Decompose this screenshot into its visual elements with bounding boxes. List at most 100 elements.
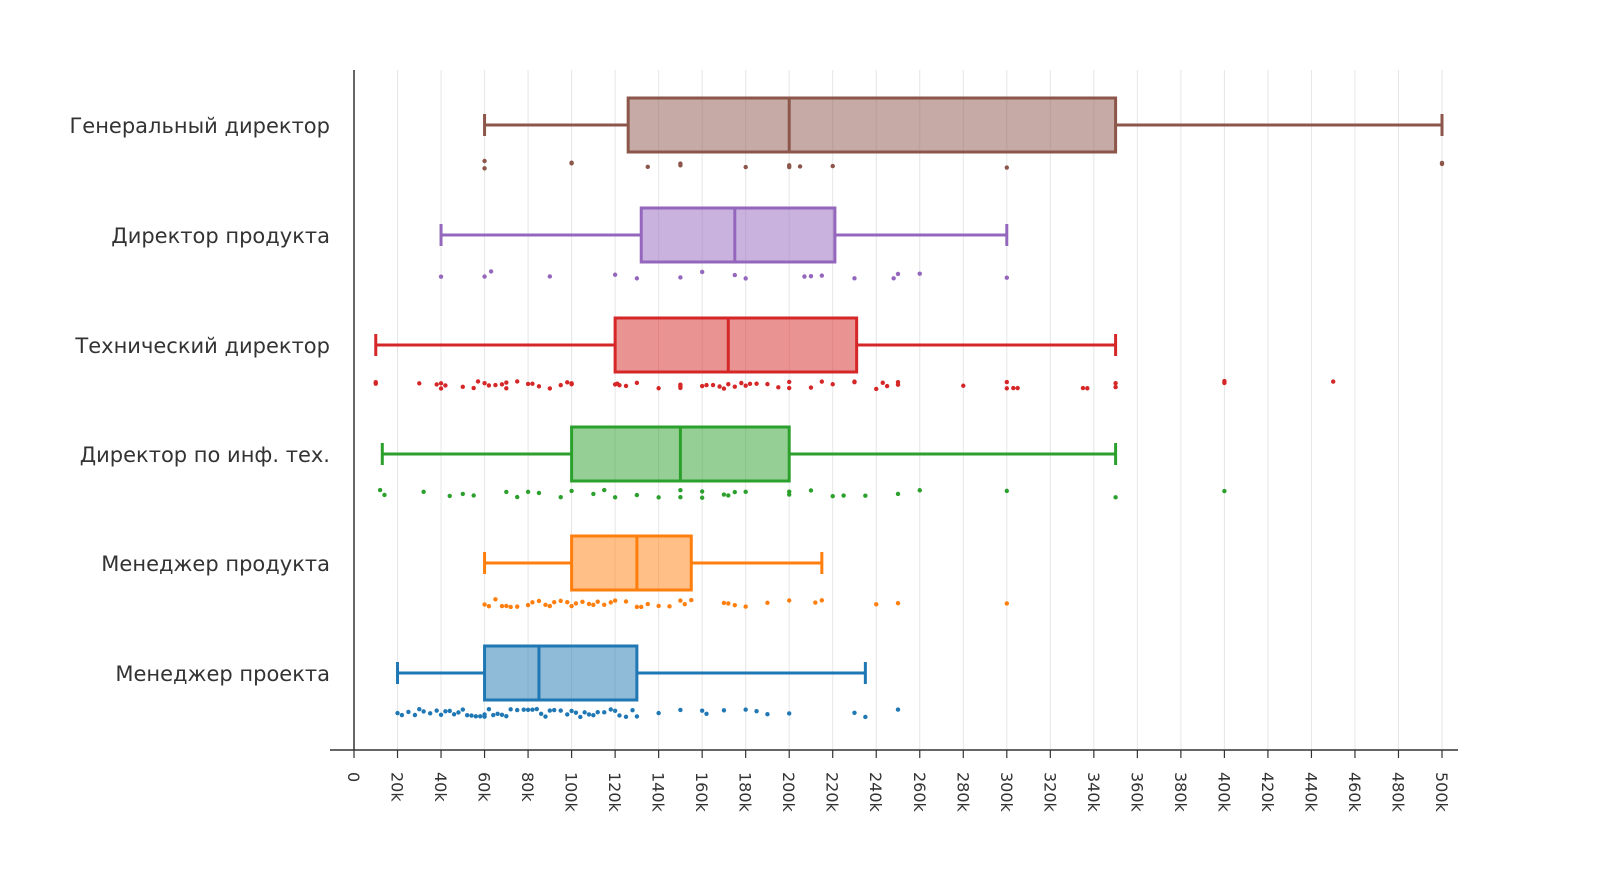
data-point xyxy=(808,385,814,390)
data-point xyxy=(808,488,814,493)
data-point xyxy=(787,385,792,391)
box-series-0 xyxy=(482,96,1445,171)
data-point xyxy=(1004,488,1009,494)
data-point xyxy=(617,713,622,718)
data-point xyxy=(543,714,548,719)
data-point xyxy=(547,603,553,609)
data-point xyxy=(1085,386,1090,391)
data-point xyxy=(515,494,520,500)
data-point xyxy=(726,493,731,498)
x-tick-label: 480k xyxy=(1388,772,1407,813)
data-point xyxy=(612,272,618,277)
data-point xyxy=(656,603,661,609)
box-series-4 xyxy=(482,534,1009,610)
data-point xyxy=(427,711,433,716)
data-point xyxy=(504,603,509,609)
axes: 0 20k 40k 60k 80k 100k 120k 140k 160k 180k 200k 220… xyxy=(69,70,1458,813)
data-point xyxy=(525,707,531,713)
data-point xyxy=(608,707,613,712)
x-tick-label: 80k xyxy=(518,772,537,802)
data-point xyxy=(1222,488,1227,494)
data-point xyxy=(880,380,885,385)
data-point xyxy=(1331,379,1336,384)
data-point xyxy=(895,271,901,277)
data-point xyxy=(699,489,705,494)
data-point xyxy=(743,604,748,609)
data-point xyxy=(499,382,505,387)
data-point xyxy=(852,710,857,716)
x-tick-label: 220k xyxy=(823,772,842,813)
data-point xyxy=(443,383,448,388)
data-point xyxy=(754,708,759,714)
data-point xyxy=(895,600,901,606)
data-point xyxy=(634,714,640,719)
data-point xyxy=(678,161,683,166)
data-point xyxy=(765,711,770,717)
data-point xyxy=(830,163,835,169)
box-series-5 xyxy=(395,644,901,720)
data-point xyxy=(591,491,596,497)
data-point xyxy=(634,604,640,610)
x-tick-label: 380k xyxy=(1171,772,1190,813)
data-point xyxy=(488,269,494,274)
data-point xyxy=(530,600,535,605)
data-point xyxy=(521,707,526,712)
x-tick-label: 200k xyxy=(779,772,798,813)
data-point xyxy=(787,711,792,716)
data-point xyxy=(504,713,509,719)
data-point xyxy=(732,384,737,389)
data-point xyxy=(569,603,574,609)
data-point xyxy=(645,601,650,607)
data-point xyxy=(682,601,687,607)
category-label: Директор продукта xyxy=(111,224,330,248)
x-tick-label: 140k xyxy=(649,772,668,813)
box-series-1 xyxy=(438,206,1009,281)
data-point xyxy=(573,710,579,715)
box-series-2 xyxy=(373,316,1336,392)
data-point xyxy=(569,381,574,387)
category-label: Директор по инф. тех. xyxy=(80,443,330,467)
data-point xyxy=(1439,161,1445,167)
data-point xyxy=(438,274,444,279)
box-iqr xyxy=(626,96,1118,154)
x-tick-label: 420k xyxy=(1258,772,1277,813)
data-point xyxy=(486,383,492,388)
category-label: Менеджер проекта xyxy=(115,662,330,686)
data-point xyxy=(460,384,465,390)
x-tick-label: 360k xyxy=(1127,772,1146,813)
data-point xyxy=(551,599,557,605)
data-point xyxy=(438,386,444,391)
x-tick-label: 100k xyxy=(562,772,581,813)
data-point xyxy=(895,382,901,387)
data-point xyxy=(482,274,487,279)
data-point xyxy=(612,708,618,714)
x-tick-label: 320k xyxy=(1040,772,1059,813)
data-point xyxy=(495,711,500,717)
data-point xyxy=(547,708,553,713)
data-point xyxy=(639,604,644,610)
data-point xyxy=(434,382,439,387)
data-point xyxy=(482,602,487,607)
data-point xyxy=(438,712,444,717)
grid-lines xyxy=(397,70,1443,750)
data-point xyxy=(739,380,744,386)
data-point xyxy=(417,707,422,712)
data-point xyxy=(551,707,557,713)
box-iqr xyxy=(570,534,693,592)
data-point xyxy=(515,379,520,384)
data-point xyxy=(547,386,553,391)
data-point xyxy=(412,712,418,718)
data-point xyxy=(443,709,448,714)
data-point xyxy=(863,714,868,720)
data-point xyxy=(578,714,583,720)
x-tick-label: 160k xyxy=(692,772,711,813)
data-point xyxy=(456,710,461,715)
data-point xyxy=(678,275,683,280)
data-point xyxy=(808,273,814,279)
data-point xyxy=(961,383,966,388)
data-point xyxy=(421,489,426,495)
data-point xyxy=(634,492,640,498)
x-tick-label: 20k xyxy=(388,772,407,802)
data-point xyxy=(819,379,825,384)
data-point xyxy=(602,710,607,715)
